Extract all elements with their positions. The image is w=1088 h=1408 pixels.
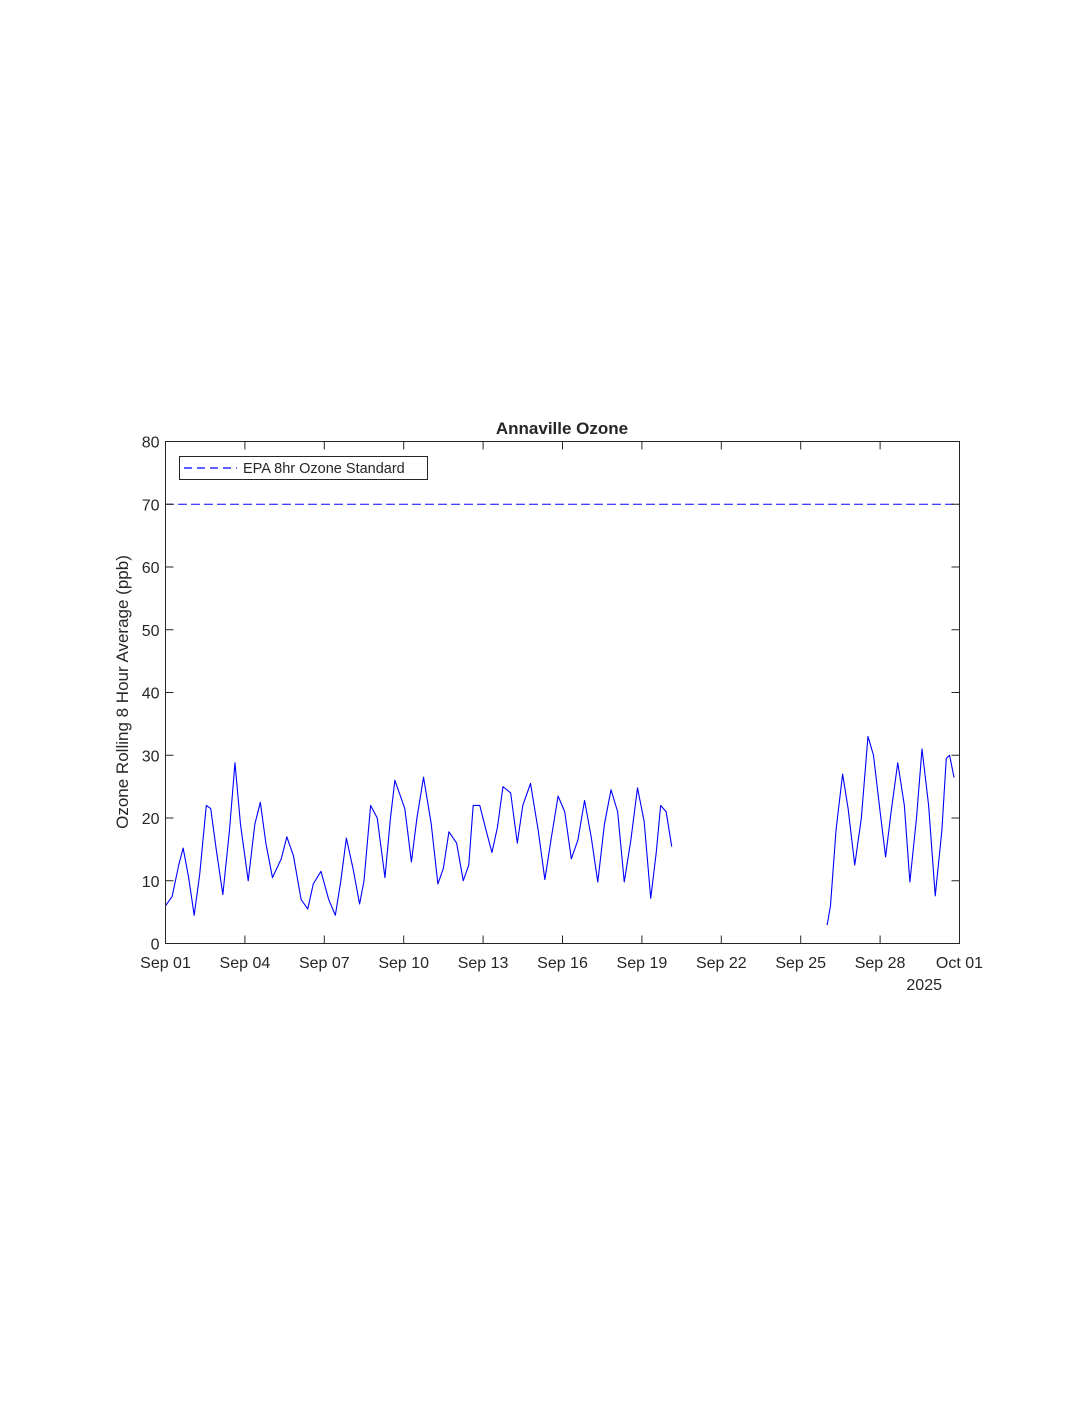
y-tick-label: 50 bbox=[142, 623, 160, 640]
chart-title: Annaville Ozone bbox=[496, 419, 628, 438]
x-tick-label: Sep 07 bbox=[299, 955, 350, 972]
ozone-series-line-0 bbox=[164, 762, 673, 916]
x-tick-label: Sep 10 bbox=[378, 955, 429, 972]
x-tick-label: Sep 16 bbox=[537, 955, 588, 972]
x-tick-label: Oct 01 bbox=[936, 955, 983, 972]
legend: EPA 8hr Ozone Standard bbox=[179, 456, 428, 480]
x-tick-label: Sep 13 bbox=[458, 955, 509, 972]
y-tick-label: 30 bbox=[142, 748, 160, 765]
y-tick-label: 70 bbox=[142, 497, 160, 514]
legend-box bbox=[179, 456, 428, 480]
y-tick-label: 40 bbox=[142, 686, 160, 703]
ozone-series-line-1 bbox=[826, 735, 955, 926]
y-tick-label: 20 bbox=[142, 811, 160, 828]
series-layer bbox=[164, 503, 961, 926]
legend-label-epa-standard: EPA 8hr Ozone Standard bbox=[243, 461, 405, 477]
ticks-layer: 0 10 20 30 40 50 60 70 80 Sep 01 Sep 04 Sep 07 Sep 1… bbox=[140, 435, 983, 973]
y-tick-label: 0 bbox=[151, 937, 160, 954]
y-tick-label: 80 bbox=[142, 435, 160, 452]
x-tick-label: Sep 28 bbox=[855, 955, 906, 972]
x-tick-label: Sep 19 bbox=[617, 955, 668, 972]
x-tick-label: Sep 04 bbox=[220, 955, 271, 972]
plot-area-frame bbox=[165, 441, 960, 944]
y-axis-label: Ozone Rolling 8 Hour Average (ppb) bbox=[113, 555, 132, 829]
x-tick-label: Sep 25 bbox=[775, 955, 826, 972]
x-axis-secondary-label: 2025 bbox=[906, 977, 942, 994]
y-tick-label: 60 bbox=[142, 560, 160, 577]
x-tick-label: Sep 22 bbox=[696, 955, 747, 972]
x-tick-label: Sep 01 bbox=[140, 955, 191, 972]
y-tick-label: 10 bbox=[142, 874, 160, 891]
